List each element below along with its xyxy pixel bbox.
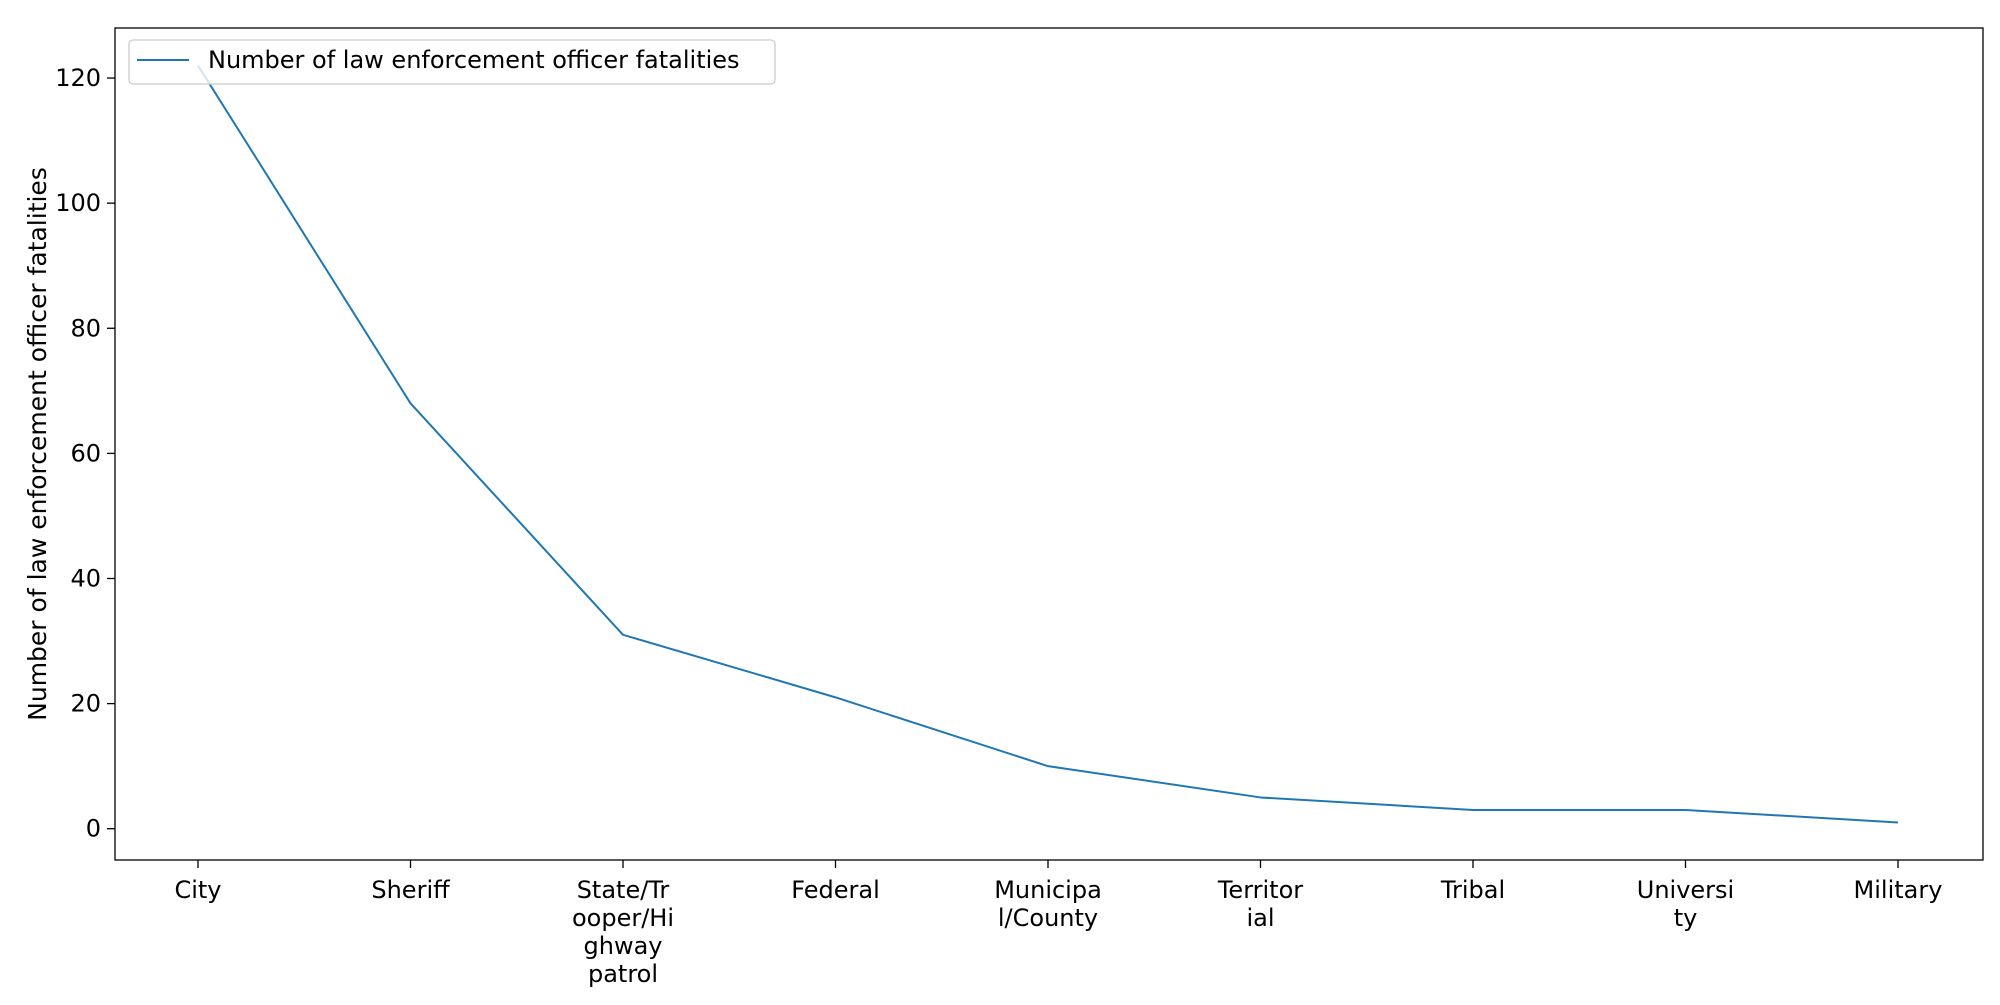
x-tick-label: Universi ty xyxy=(1637,876,1734,932)
x-tick-label-line: ghway xyxy=(584,932,663,960)
x-tick-label-line: Federal xyxy=(791,876,880,904)
y-tick-label: 100 xyxy=(55,189,101,217)
y-axis-ticks: 0 20 40 60 80 100 120 xyxy=(55,64,115,843)
x-tick-label: Military xyxy=(1854,876,1943,904)
y-tick-label: 20 xyxy=(70,690,101,718)
x-tick-label: State/Tr ooper/Hi ghway patrol xyxy=(572,876,674,988)
x-tick-label: Federal xyxy=(791,876,880,904)
x-tick-label: City xyxy=(174,876,221,904)
x-tick-label-line: City xyxy=(174,876,221,904)
y-tick-label: 40 xyxy=(70,564,101,592)
x-tick-label-line: State/Tr xyxy=(577,876,670,904)
x-tick-label: Territor ial xyxy=(1217,876,1303,932)
x-tick-label-line: Municipa xyxy=(994,876,1102,904)
x-tick-label-line: patrol xyxy=(588,960,658,988)
x-tick-label-line: Sheriff xyxy=(371,876,450,904)
legend-label: Number of law enforcement officer fatali… xyxy=(208,46,740,74)
x-tick-label-line: Territor xyxy=(1217,876,1303,904)
x-tick-label-line: l/County xyxy=(998,904,1098,932)
x-tick-label-line: Universi xyxy=(1637,876,1734,904)
y-tick-label: 120 xyxy=(55,64,101,92)
y-tick-label: 80 xyxy=(70,314,101,342)
plot-area-frame xyxy=(114,27,1984,861)
legend: Number of law enforcement officer fatali… xyxy=(128,39,776,85)
y-tick-label: 60 xyxy=(70,439,101,467)
y-axis-title-group: Number of law enforcement officer fatali… xyxy=(23,167,52,721)
y-axis-title: Number of law enforcement officer fatali… xyxy=(23,167,52,721)
x-tick-label: Sheriff xyxy=(371,876,450,904)
x-tick-label-line: ial xyxy=(1246,904,1274,932)
y-tick-label: 0 xyxy=(86,815,101,843)
x-axis-ticks: City Sheriff State/Tr ooper/Hi ghway patrol Fe… xyxy=(174,860,1942,988)
x-tick-label-line: ty xyxy=(1674,904,1698,932)
x-tick-label: Municipa l/County xyxy=(994,876,1102,932)
legend-box xyxy=(128,39,776,85)
series-layer xyxy=(197,65,1899,824)
x-tick-label-line: ooper/Hi xyxy=(572,904,674,932)
x-tick-label-line: Tribal xyxy=(1440,876,1505,904)
x-tick-label-line: Military xyxy=(1854,876,1943,904)
series-line xyxy=(197,65,1899,824)
x-tick-label: Tribal xyxy=(1440,876,1505,904)
